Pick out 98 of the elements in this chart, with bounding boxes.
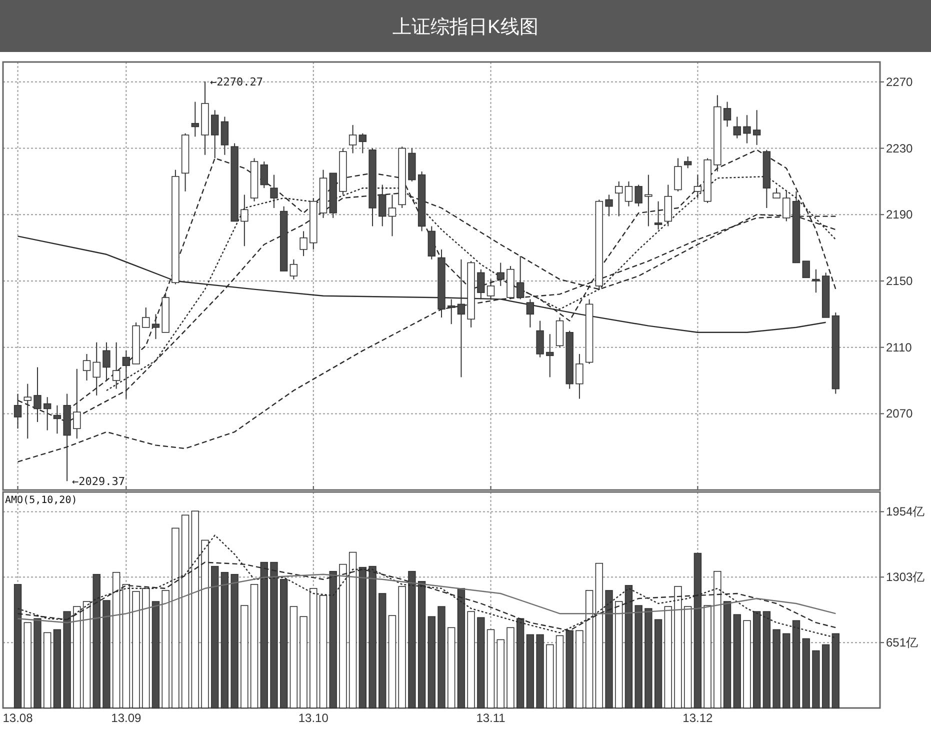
candlestick [752, 110, 761, 146]
bar [448, 627, 456, 708]
bar [822, 644, 830, 708]
x-tick-label: 13.08 [2, 711, 34, 725]
candlestick [743, 114, 751, 144]
bar [506, 627, 514, 708]
candlestick [674, 158, 682, 192]
x-tick-label: 13.11 [476, 711, 506, 725]
candlestick [516, 256, 524, 300]
candlestick [240, 194, 248, 247]
candlestick [348, 124, 357, 154]
bar [812, 650, 820, 708]
y-tick-label: 2150 [886, 274, 914, 288]
bar [644, 608, 652, 708]
candlestick [358, 132, 367, 154]
bar [536, 634, 544, 708]
bar [704, 605, 712, 708]
candlestick [772, 188, 780, 199]
candlestick [634, 184, 642, 207]
bar [230, 574, 238, 708]
candlestick [388, 194, 396, 237]
candlestick [102, 342, 110, 382]
annotation: ←2270.27 [210, 75, 263, 88]
bar [743, 620, 751, 708]
bar [772, 629, 780, 708]
candlestick [536, 320, 544, 358]
candlestick [605, 194, 613, 217]
bar [664, 606, 672, 708]
chart-title: AMO(5,10,20) [5, 495, 78, 506]
candlestick [82, 353, 91, 382]
bar [496, 639, 504, 708]
x-tick-label: 13.09 [111, 711, 142, 725]
bar [53, 629, 62, 708]
candlestick [526, 298, 534, 328]
candlestick [812, 268, 820, 294]
x-tick-label: 13.10 [298, 711, 329, 725]
bar [526, 634, 534, 708]
candlestick [802, 260, 810, 278]
candlestick [684, 156, 692, 169]
candlestick [477, 268, 485, 300]
bar [378, 593, 386, 708]
bar [654, 619, 662, 708]
bar [300, 616, 308, 708]
bar [211, 566, 219, 708]
candlestick [576, 353, 584, 400]
candlestick [191, 101, 199, 138]
candlestick [142, 307, 150, 328]
candlestick [260, 161, 268, 189]
bar [477, 617, 485, 708]
candlestick [92, 342, 100, 396]
candlestick [654, 200, 662, 230]
bar [546, 644, 554, 708]
line-series [17, 574, 836, 624]
y-tick-label: 2270 [886, 74, 914, 89]
bar [438, 606, 446, 708]
chart-title: 上证综指日K线图 [392, 17, 538, 38]
bar [733, 614, 741, 708]
candlestick [300, 230, 308, 257]
bar [634, 605, 642, 708]
bar [486, 629, 495, 708]
candlestick [723, 101, 732, 128]
candlestick [546, 334, 554, 378]
annotation: ←2029.37 [72, 475, 126, 488]
candlestick [624, 180, 633, 207]
y-tick-label: 2110 [886, 340, 912, 354]
candlestick [448, 298, 456, 325]
bar [43, 632, 52, 708]
candlestick [53, 404, 62, 434]
y-tick-label: 651亿 [886, 636, 918, 650]
candlestick [615, 180, 623, 217]
x-tick-label: 13.12 [682, 711, 714, 725]
bar [782, 633, 790, 708]
y-tick-label: 1303亿 [886, 570, 925, 584]
y-tick-label: 2230 [886, 141, 914, 156]
bar [240, 605, 248, 708]
bar [152, 601, 160, 708]
bar [132, 591, 140, 708]
y-tick-label: 1954亿 [886, 504, 925, 519]
bar [290, 606, 298, 708]
candlestick [486, 278, 495, 300]
bar [388, 615, 396, 708]
candlestick [644, 174, 652, 227]
bar [802, 638, 810, 708]
bar [576, 630, 584, 708]
bar [220, 572, 229, 708]
y-tick-label: 2190 [886, 208, 914, 222]
candlestick [220, 116, 229, 156]
candlestick [290, 258, 298, 280]
candlestick [733, 116, 741, 139]
bar [556, 635, 564, 708]
bar [684, 606, 692, 708]
y-tick-label: 2070 [886, 406, 914, 421]
candlestick [496, 262, 504, 286]
bar [723, 601, 732, 708]
bar [428, 616, 436, 708]
candlestick [152, 314, 160, 340]
bar [24, 622, 32, 708]
bar [250, 584, 258, 708]
